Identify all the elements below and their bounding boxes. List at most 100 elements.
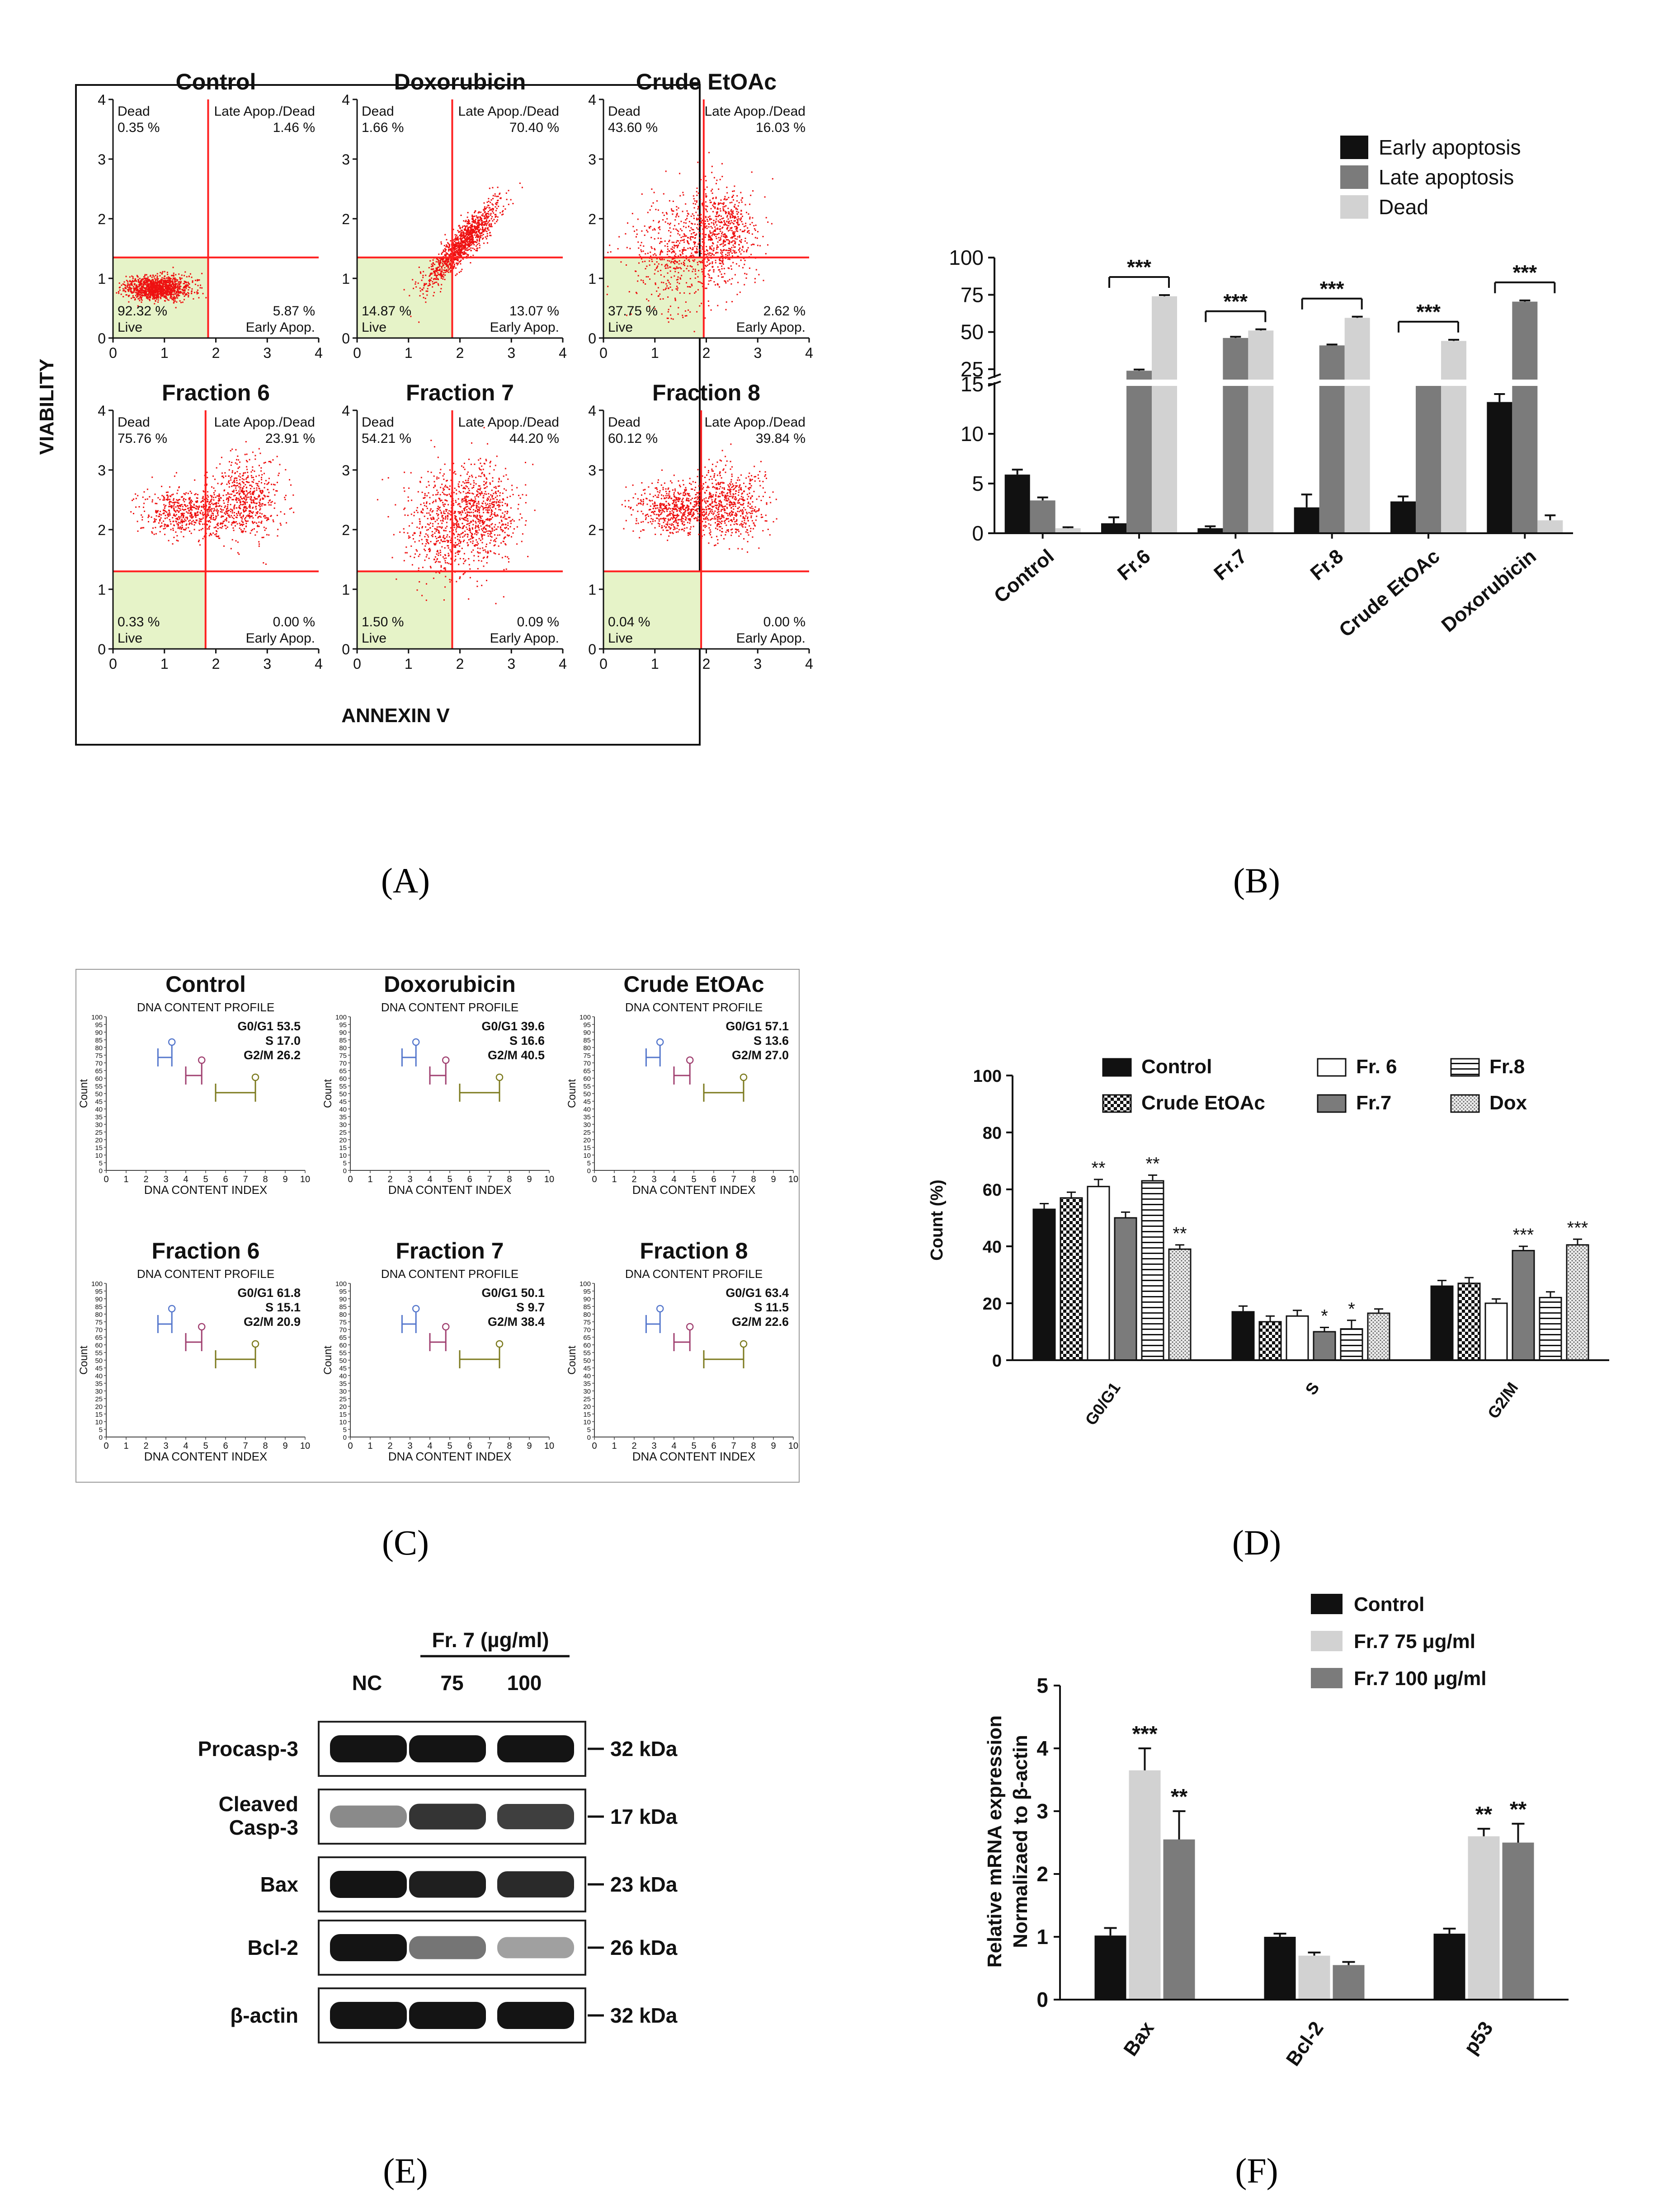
scatter-dot	[723, 220, 725, 222]
scatter-dot	[167, 273, 169, 275]
scatter-dot	[660, 298, 661, 300]
scatter-dot	[127, 284, 129, 286]
scatter-dot	[165, 285, 167, 286]
scatter-dot	[753, 225, 755, 226]
scatter-dot	[719, 259, 720, 261]
scatter-dot	[136, 294, 138, 296]
scatter-dot	[717, 216, 719, 217]
scatter-dot	[437, 515, 439, 517]
scatter-dot	[172, 286, 174, 288]
scatter-dot	[263, 462, 265, 464]
scatter-dot	[743, 251, 745, 253]
scatter-dot	[201, 287, 203, 289]
scatter-dot	[648, 300, 650, 302]
scatter-dot	[161, 277, 163, 279]
scatter-dot	[476, 506, 477, 508]
scatter-dot	[470, 262, 471, 263]
scatter-dot	[486, 233, 488, 235]
scatter-dot	[484, 230, 486, 232]
scatter-dot	[710, 232, 711, 234]
scatter-dot	[448, 536, 450, 538]
scatter-dot	[232, 485, 234, 487]
scatter-dot	[144, 293, 146, 295]
scatter-dot	[190, 512, 192, 513]
scatter-dot	[678, 207, 679, 209]
scatter-dot	[461, 240, 463, 242]
scatter-dot	[673, 210, 674, 212]
scatter-dot	[746, 273, 748, 275]
scatter-dot	[216, 524, 218, 526]
scatter-dot	[187, 282, 189, 283]
scatter-dot	[467, 241, 469, 243]
scatter-dot	[210, 517, 212, 518]
scatter-dot	[147, 281, 149, 283]
scatter-dot	[446, 254, 448, 255]
scatter-dot	[243, 503, 245, 505]
scatter-dot	[249, 516, 250, 517]
scatter-dot	[154, 493, 156, 495]
scatter-dot	[214, 479, 216, 480]
scatter-dot	[192, 506, 193, 507]
scatter-dot	[693, 241, 695, 243]
scatter-dot	[467, 243, 469, 244]
scatter-dot	[478, 223, 480, 225]
scatter-dots	[116, 267, 207, 309]
scatter-dot	[177, 287, 179, 289]
scatter-dot	[688, 221, 690, 222]
scatter-dot	[705, 196, 707, 198]
scatter-dot	[733, 246, 735, 248]
scatter-dot	[221, 509, 222, 511]
scatter-dot	[658, 263, 660, 265]
scatter-dot	[283, 513, 285, 515]
scatter-dot	[684, 249, 686, 251]
scatter-dot	[170, 529, 172, 531]
scatter-dot	[674, 268, 676, 270]
scatter-dot	[168, 278, 170, 279]
scatter-dot	[221, 526, 223, 527]
scatter-dot	[654, 263, 655, 265]
scatter-dot	[139, 296, 141, 298]
scatter-dot	[713, 281, 715, 283]
scatter-dot	[679, 234, 681, 236]
scatter-dot	[177, 285, 179, 286]
scatter-dot	[150, 292, 151, 294]
scatter-dot	[154, 520, 155, 521]
scatter-dot	[640, 244, 641, 246]
scatter-dot	[138, 291, 140, 293]
scatter-dot	[226, 498, 227, 500]
scatter-dot	[156, 503, 158, 504]
scatter-dot	[240, 476, 241, 478]
scatter-dot	[667, 222, 669, 224]
scatter-dot	[700, 214, 702, 216]
scatter-dot	[670, 262, 672, 263]
scatter-dot	[449, 254, 451, 256]
scatter-dot	[137, 296, 139, 297]
quadrant-pct-live: 37.75 %	[608, 304, 658, 319]
scatter-dot	[488, 198, 490, 200]
scatter-dot	[466, 506, 468, 507]
scatter-dot	[485, 238, 487, 240]
scatter-dot	[442, 261, 444, 263]
scatter-dot	[254, 497, 255, 498]
scatter-dot	[252, 529, 254, 531]
scatter-dot	[617, 248, 619, 249]
scatter-dot	[293, 512, 295, 513]
scatter-dot	[740, 229, 741, 230]
scatter-dot	[722, 241, 724, 243]
scatter-dot	[717, 246, 719, 248]
scatter-dot	[166, 280, 168, 282]
scatter-dot	[196, 508, 198, 510]
scatter-dot	[477, 234, 479, 236]
scatter-dot	[640, 249, 642, 251]
scatter-dot	[697, 161, 699, 163]
scatter-dot	[704, 223, 706, 225]
scatter-dot	[207, 528, 208, 530]
scatter-dot	[672, 201, 674, 202]
scatter-dot	[718, 233, 720, 235]
scatter-dot	[240, 517, 242, 518]
scatter-dot	[707, 300, 709, 302]
scatter-dot	[678, 223, 680, 225]
scatter-dot	[245, 525, 247, 527]
scatter-dot	[167, 495, 169, 497]
